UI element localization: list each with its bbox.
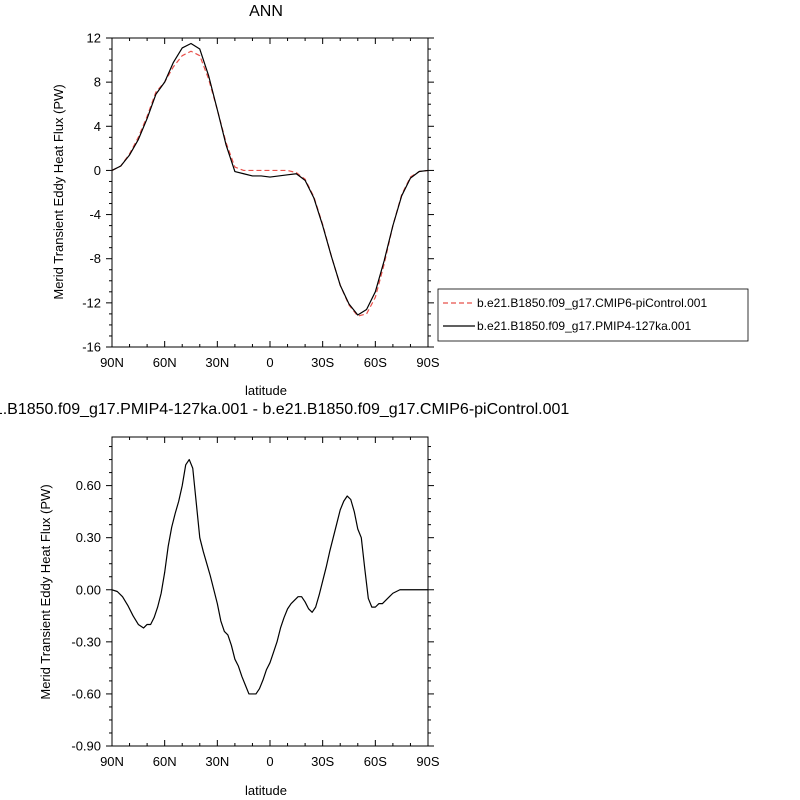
- x-tick-label: 60N: [153, 355, 177, 370]
- series-line-0-0: [111, 50, 429, 317]
- x-tick-label: 90N: [100, 754, 124, 769]
- legend-label-piControl: b.e21.B1850.f09_g17.CMIP6-piControl.001: [477, 296, 707, 310]
- x-tick-label: 30N: [205, 754, 229, 769]
- x-tick-label: 90S: [416, 754, 439, 769]
- chart1-legend: b.e21.B1850.f09_g17.CMIP6-piControl.001 …: [437, 288, 749, 342]
- x-tick-label: 90N: [100, 355, 124, 370]
- y-tick-label: 0: [94, 163, 101, 178]
- legend-box: [437, 288, 749, 342]
- chart2-ylabel: Merid Transient Eddy Heat Flux (PW): [38, 484, 53, 699]
- y-tick-label: 12: [87, 31, 101, 46]
- chart1-ylabel: Merid Transient Eddy Heat Flux (PW): [51, 84, 66, 299]
- y-tick-label: -16: [82, 340, 101, 355]
- y-tick-label: -12: [82, 295, 101, 310]
- chart1-plot-frame: [111, 37, 429, 348]
- y-tick-label: -0.90: [71, 739, 101, 754]
- y-tick-label: 8: [94, 75, 101, 90]
- y-tick-label: 0.30: [76, 530, 101, 545]
- y-tick-label: 0.00: [76, 582, 101, 597]
- y-tick-label: 4: [94, 119, 101, 134]
- y-tick-label: -8: [89, 251, 101, 266]
- x-tick-label: 0: [266, 754, 273, 769]
- chart2-plot-frame: [111, 436, 429, 747]
- y-tick-label: 0.60: [76, 478, 101, 493]
- x-tick-label: 30S: [311, 355, 334, 370]
- chart1-title: ANN: [249, 3, 283, 20]
- chart1-xlabel: latitude: [245, 383, 287, 398]
- x-tick-label: 0: [266, 355, 273, 370]
- y-tick-label: -0.60: [71, 686, 101, 701]
- y-tick-label: -4: [89, 207, 101, 222]
- x-tick-label: 60S: [364, 355, 387, 370]
- x-tick-label: 30S: [311, 754, 334, 769]
- series-line-0-1: [111, 42, 429, 316]
- y-tick-label: -0.30: [71, 634, 101, 649]
- x-tick-label: 60S: [364, 754, 387, 769]
- x-tick-label: 30N: [205, 355, 229, 370]
- x-tick-label: 90S: [416, 355, 439, 370]
- legend-label-127ka: b.e21.B1850.f09_g17.PMIP4-127ka.001: [477, 319, 691, 333]
- x-tick-label: 60N: [153, 754, 177, 769]
- series-line-1-0: [111, 458, 428, 695]
- chart2-xlabel: latitude: [245, 783, 287, 798]
- chart2-title: b.e21.B1850.f09_g17.PMIP4-127ka.001 - b.…: [0, 401, 569, 418]
